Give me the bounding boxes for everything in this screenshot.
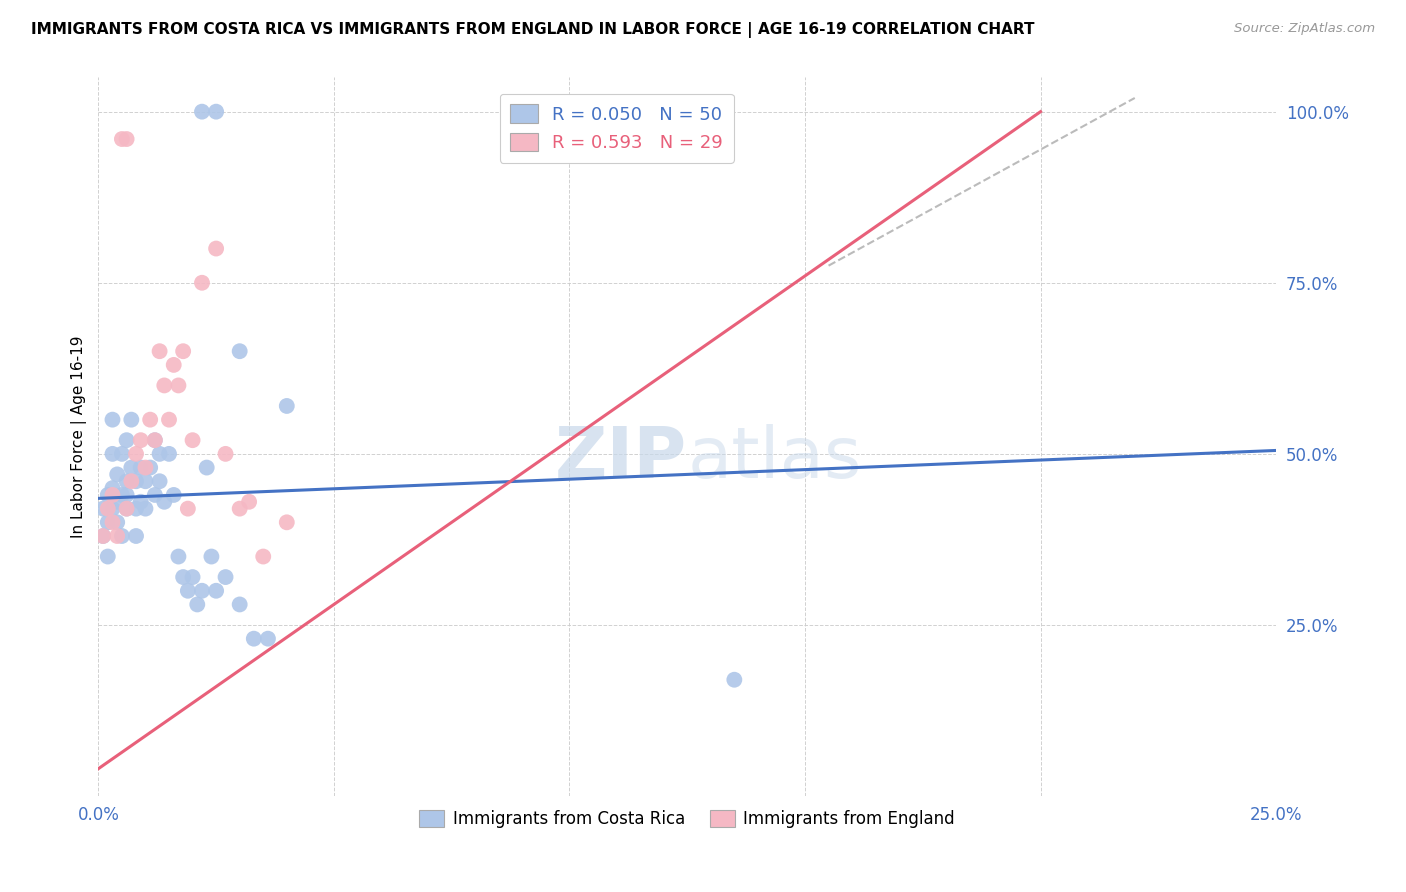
Point: [205, 583, 228, 598]
Point: [120, 460, 142, 475]
Point: [228, 598, 250, 612]
Point: [143, 433, 166, 447]
Point: [143, 433, 166, 447]
Point: [101, 481, 124, 495]
Point: [252, 549, 274, 564]
Point: [157, 412, 180, 426]
Point: [115, 475, 138, 489]
Text: Source: ZipAtlas.com: Source: ZipAtlas.com: [1234, 22, 1375, 36]
Point: [177, 583, 200, 598]
Point: [181, 433, 204, 447]
Point: [228, 501, 250, 516]
Point: [134, 460, 156, 475]
Point: [97, 516, 120, 530]
Point: [115, 433, 138, 447]
Point: [200, 549, 222, 564]
Point: [115, 501, 138, 516]
Point: [111, 488, 134, 502]
Point: [111, 447, 134, 461]
Point: [191, 104, 214, 119]
Point: [97, 501, 120, 516]
Point: [195, 460, 218, 475]
Point: [167, 378, 190, 392]
Point: [214, 447, 236, 461]
Point: [91, 501, 114, 516]
Point: [125, 529, 148, 543]
Point: [191, 583, 214, 598]
Point: [120, 412, 142, 426]
Point: [134, 475, 156, 489]
Point: [111, 132, 134, 146]
Point: [163, 488, 186, 502]
Point: [105, 516, 128, 530]
Point: [149, 344, 172, 359]
Point: [238, 495, 260, 509]
Point: [101, 412, 124, 426]
Point: [97, 488, 120, 502]
Point: [276, 516, 298, 530]
Text: IMMIGRANTS FROM COSTA RICA VS IMMIGRANTS FROM ENGLAND IN LABOR FORCE | AGE 16-19: IMMIGRANTS FROM COSTA RICA VS IMMIGRANTS…: [31, 22, 1035, 38]
Point: [91, 529, 114, 543]
Y-axis label: In Labor Force | Age 16-19: In Labor Force | Age 16-19: [72, 335, 87, 538]
Point: [105, 529, 128, 543]
Point: [276, 399, 298, 413]
Point: [105, 495, 128, 509]
Point: [153, 495, 176, 509]
Text: ZIP: ZIP: [555, 424, 688, 492]
Point: [191, 276, 214, 290]
Point: [134, 501, 156, 516]
Point: [91, 529, 114, 543]
Point: [143, 488, 166, 502]
Point: [181, 570, 204, 584]
Point: [139, 460, 162, 475]
Point: [129, 495, 152, 509]
Point: [125, 501, 148, 516]
Text: atlas: atlas: [688, 424, 862, 492]
Point: [129, 433, 152, 447]
Point: [172, 344, 194, 359]
Point: [243, 632, 266, 646]
Point: [101, 516, 124, 530]
Legend: Immigrants from Costa Rica, Immigrants from England: Immigrants from Costa Rica, Immigrants f…: [413, 803, 962, 835]
Point: [125, 447, 148, 461]
Point: [149, 447, 172, 461]
Point: [157, 447, 180, 461]
Point: [101, 447, 124, 461]
Point: [115, 501, 138, 516]
Point: [723, 673, 745, 687]
Point: [214, 570, 236, 584]
Point: [257, 632, 280, 646]
Point: [205, 242, 228, 256]
Point: [115, 132, 138, 146]
Point: [120, 475, 142, 489]
Point: [149, 475, 172, 489]
Point: [101, 488, 124, 502]
Point: [97, 549, 120, 564]
Point: [111, 529, 134, 543]
Point: [163, 358, 186, 372]
Point: [167, 549, 190, 564]
Point: [186, 598, 208, 612]
Point: [153, 378, 176, 392]
Point: [125, 475, 148, 489]
Point: [228, 344, 250, 359]
Point: [115, 488, 138, 502]
Point: [105, 467, 128, 482]
Point: [177, 501, 200, 516]
Point: [205, 104, 228, 119]
Point: [172, 570, 194, 584]
Point: [129, 460, 152, 475]
Point: [101, 501, 124, 516]
Point: [139, 412, 162, 426]
